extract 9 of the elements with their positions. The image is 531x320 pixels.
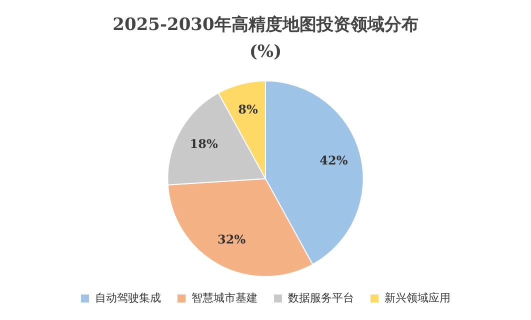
data-label: 32% [218,232,246,247]
legend-label: 新兴领域应用 [384,291,450,304]
data-label: 8% [238,102,258,117]
legend-label: 智慧城市基建 [192,291,258,304]
data-label: 42% [320,153,348,168]
legend-label: 自动驾驶集成 [95,291,161,304]
data-label: 18% [190,136,218,151]
chart-title: 2025-2030年高精度地图投资领域分布 (%) [112,15,418,62]
legend-label: 数据服务平台 [288,291,354,304]
